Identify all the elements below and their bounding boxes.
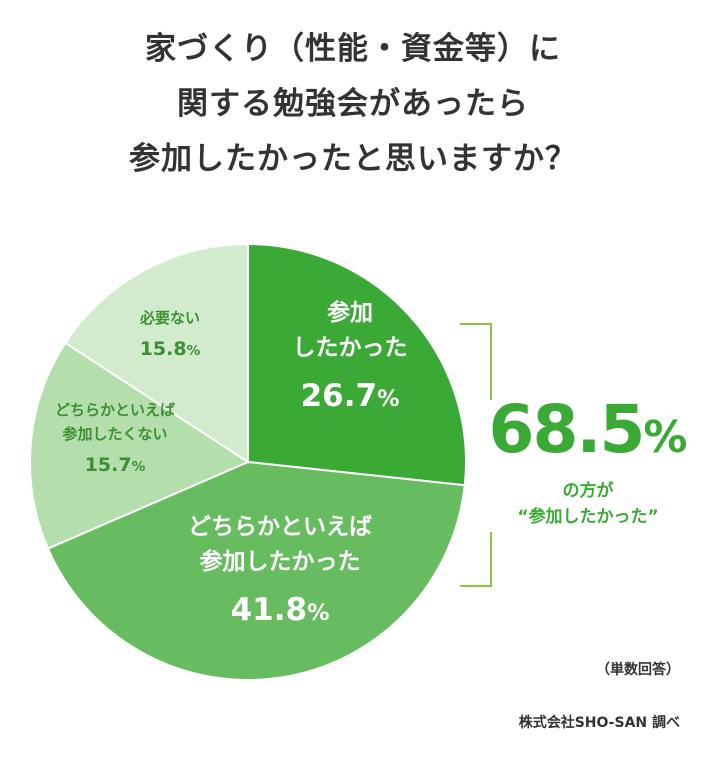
summary-value-unit: % <box>643 412 688 463</box>
slice-value-rather-not: 15.7% <box>20 450 210 482</box>
slice-value-rather-join: 41.8% <box>150 586 410 637</box>
slice-value-join: 26.7% <box>250 372 450 423</box>
slice-value-join-number: 26.7 <box>300 378 378 414</box>
slice-label-not-needed-line-1: 必要ない <box>139 309 200 327</box>
slice-label-rather-not: どちらかといえば 参加したくない 15.7% <box>20 398 210 482</box>
slice-value-not-needed-unit: % <box>186 343 201 359</box>
slice-value-rather-join-number: 41.8 <box>230 592 308 628</box>
summary-callout: 68.5% の方が “参加したかった” <box>478 390 698 530</box>
slice-value-not-needed-number: 15.8 <box>139 338 187 360</box>
slice-label-rather-not-line-2: 参加したくない <box>62 425 168 443</box>
slice-label-rather-not-line-1: どちらかといえば <box>54 401 175 419</box>
slice-label-join-line-2: したかった <box>292 335 408 361</box>
pie-slice-not-needed <box>64 242 249 464</box>
slice-value-not-needed: 15.8% <box>100 334 240 366</box>
slice-label-rather-join-line-1: どちらかといえば <box>188 514 372 540</box>
pie-slice-join <box>247 242 467 487</box>
chart-title-line-3: 参加したかったと思いますか？ <box>129 141 577 177</box>
summary-value: 68.5% <box>478 390 698 478</box>
slice-label-not-needed: 必要ない 15.8% <box>100 306 240 366</box>
slice-value-rather-not-number: 15.7 <box>84 454 132 476</box>
slice-label-rather-join: どちらかといえば 参加したかった 41.8% <box>150 510 410 637</box>
slice-value-rather-join-unit: % <box>307 600 330 626</box>
summary-text-line-2: “参加したかった” <box>517 507 659 527</box>
summary-bracket-gap <box>488 400 498 532</box>
chart-title-line-1: 家づくり（性能・資金等）に <box>145 31 561 67</box>
slice-value-join-unit: % <box>377 386 400 412</box>
pie-slice-rather-not <box>29 341 251 550</box>
slice-label-join-line-1: 参加 <box>327 300 373 326</box>
response-note: （単数回答） <box>596 662 680 678</box>
slice-label-join: 参加 したかった 26.7% <box>250 296 450 423</box>
summary-text-line-1: の方が <box>562 481 614 501</box>
slice-label-rather-join-line-2: 参加したかった <box>199 549 361 575</box>
chart-title: 家づくり（性能・資金等）に 関する勉強会があったら 参加したかったと思いますか？ <box>0 22 706 187</box>
source-credit: 株式会社SHO-SAN 調べ <box>518 715 680 731</box>
chart-title-line-2: 関する勉強会があったら <box>177 86 529 122</box>
pie-slice-rather-join <box>46 460 466 681</box>
slice-value-rather-not-unit: % <box>131 459 146 475</box>
summary-value-number: 68.5 <box>488 391 646 468</box>
